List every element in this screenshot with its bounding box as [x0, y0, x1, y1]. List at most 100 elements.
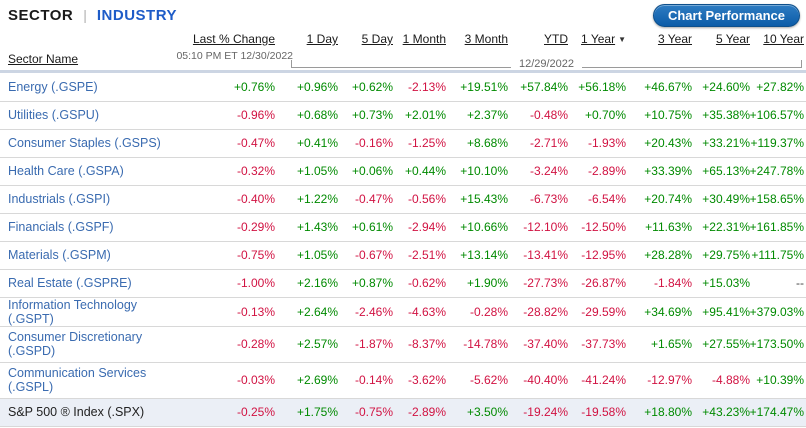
sector-link[interactable]: Real Estate (.GSPRE) — [8, 276, 132, 290]
sector-link[interactable]: Consumer Discretionary (.GSPD) — [8, 330, 178, 358]
period-header-link[interactable]: 1 Day — [306, 32, 338, 46]
tab-sector[interactable]: SECTOR — [8, 6, 74, 24]
percent-value: -3.62% — [407, 373, 446, 387]
period-header-link[interactable]: 5 Year — [715, 32, 750, 46]
column-header-5-day[interactable]: 5 Day — [340, 30, 395, 48]
sector-name-cell: Utilities (.GSPU) — [0, 101, 178, 129]
sector-link[interactable]: Energy (.GSPE) — [8, 80, 98, 94]
tab-industry[interactable]: INDUSTRY — [96, 6, 177, 24]
sector-link[interactable]: Consumer Staples (.GSPS) — [8, 136, 161, 150]
percent-value: +0.73% — [351, 108, 393, 122]
percent-value: -37.40% — [523, 337, 568, 351]
value-cell: -0.47% — [178, 129, 277, 157]
percent-value: -6.54% — [587, 192, 626, 206]
percent-value: +34.69% — [644, 304, 692, 319]
sector-symbol: (.GSPI) — [68, 192, 111, 206]
percent-value: +13.14% — [460, 248, 508, 262]
value-cell: -26.87% — [570, 269, 628, 297]
period-header-link[interactable]: 1 Month — [402, 32, 446, 46]
table-row: Materials (.GSPM) -0.75% +1.05% -0.67% -2.51… — [0, 241, 806, 269]
value-cell: +174.47% — [749, 398, 806, 426]
percent-value: +18.80% — [644, 405, 692, 419]
value-cell: -6.73% — [510, 185, 570, 213]
value-cell: +1.43% — [277, 213, 340, 241]
sector-link[interactable]: Materials (.GSPM) — [8, 248, 111, 262]
value-cell: +20.74% — [628, 185, 694, 213]
percent-value: +27.55% — [702, 337, 750, 351]
percent-value: -0.67% — [354, 248, 393, 262]
sector-symbol: (.GSPRE) — [76, 276, 132, 290]
column-header-ytd[interactable]: YTD — [510, 30, 570, 48]
column-header-1-year[interactable]: 1 Year ▼ — [570, 30, 628, 48]
value-cell: +173.50% — [750, 326, 806, 362]
percent-value: +0.70% — [584, 108, 626, 122]
period-header-link[interactable]: 1 Year — [581, 32, 616, 46]
percent-value: -19.24% — [523, 405, 568, 419]
percent-value: -40.40% — [523, 373, 568, 387]
period-header-link[interactable]: YTD — [544, 32, 568, 46]
percent-value: -0.75% — [236, 248, 275, 262]
value-cell: -2.51% — [395, 241, 448, 269]
value-cell: -- — [752, 269, 806, 297]
value-cell: -0.25% — [178, 398, 277, 426]
percent-value: -0.25% — [236, 405, 275, 419]
sector-name: Consumer Discretionary — [8, 330, 143, 344]
value-cell: -3.62% — [395, 362, 448, 398]
period-header-link[interactable]: 5 Day — [361, 32, 393, 46]
sort-descending-icon: ▼ — [618, 35, 626, 44]
percent-value: +174.47% — [749, 405, 804, 419]
value-cell: -3.24% — [510, 157, 570, 185]
value-cell: +2.64% — [277, 297, 340, 326]
value-cell: +3.50% — [448, 398, 510, 426]
summary-name-cell: S&P 500 ® Index (.SPX) — [0, 398, 178, 426]
period-header-link[interactable]: 10 Year — [763, 32, 804, 46]
column-header-3-year[interactable]: 3 Year — [628, 30, 694, 48]
value-cell: +111.75% — [751, 241, 806, 269]
percent-value: -12.95% — [581, 248, 626, 262]
value-cell: +0.44% — [395, 157, 448, 185]
percent-value: -19.58% — [581, 405, 626, 419]
percent-value: +11.63% — [645, 220, 692, 234]
column-header-1-day[interactable]: 1 Day — [277, 30, 340, 48]
value-cell: -0.13% — [178, 297, 277, 326]
chart-performance-button[interactable]: Chart Performance — [652, 3, 800, 27]
period-header-link[interactable]: 3 Year — [657, 32, 692, 46]
column-header-3-month[interactable]: 3 Month — [448, 30, 510, 48]
percent-value: +24.60% — [702, 79, 750, 94]
percent-value: -1.87% — [354, 337, 393, 351]
column-header-sector-name[interactable]: Sector Name — [8, 52, 79, 66]
percent-value: -1.84% — [653, 276, 692, 290]
sector-link[interactable]: Utilities (.GSPU) — [8, 108, 99, 122]
value-cell: +15.43% — [448, 185, 510, 213]
column-header-10-year[interactable]: 10 Year — [752, 30, 806, 48]
value-cell: -0.40% — [178, 185, 277, 213]
value-cell: +56.18% — [570, 73, 628, 101]
value-cell: +34.69% — [628, 297, 694, 326]
column-header-1-month[interactable]: 1 Month — [395, 30, 448, 48]
percent-value: +1.05% — [296, 248, 338, 262]
value-cell: -4.88% — [694, 362, 752, 398]
table-row: Financials (.GSPF) -0.29% +1.43% +0.61% -2.9… — [0, 213, 806, 241]
percent-value: +20.74% — [644, 192, 692, 206]
sector-link[interactable]: Information Technology (.GSPT) — [8, 298, 137, 326]
percent-value: -0.16% — [354, 136, 393, 150]
percent-value: +1.05% — [296, 164, 338, 178]
sector-link[interactable]: Industrials (.GSPI) — [8, 192, 110, 206]
sector-name-cell: Information Technology (.GSPT) — [0, 297, 178, 326]
sector-link[interactable]: Health Care (.GSPA) — [8, 164, 124, 178]
column-header-last-change[interactable]: Last % Change — [192, 32, 275, 46]
sector-link[interactable]: Communication Services (.GSPL) — [8, 366, 178, 394]
value-cell: +28.28% — [628, 241, 694, 269]
value-cell: +1.05% — [277, 157, 340, 185]
sector-link[interactable]: Financials (.GSPF) — [8, 220, 114, 234]
value-cell: +0.61% — [340, 213, 395, 241]
percent-value: -0.75% — [354, 405, 393, 419]
period-header-link[interactable]: 3 Month — [464, 32, 508, 46]
sector-name: Utilities — [8, 108, 52, 122]
sector-name: Communication Services — [8, 366, 147, 380]
percent-value: +161.85% — [749, 220, 804, 234]
sector-name: Financials — [8, 220, 68, 234]
sector-symbol: (.GSPA) — [78, 164, 124, 178]
percent-value: -2.13% — [407, 79, 446, 94]
column-header-5-year[interactable]: 5 Year — [694, 30, 752, 48]
